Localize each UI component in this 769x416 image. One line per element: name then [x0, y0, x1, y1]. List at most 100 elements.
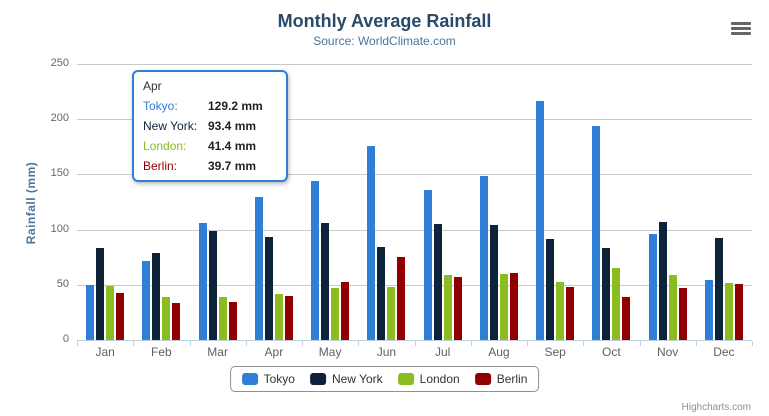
tooltip-rows: Tokyo: 129.2 mm New York: 93.4 mm London: 41.… — [143, 96, 277, 176]
credits-link[interactable]: Highcharts.com — [681, 402, 751, 413]
tooltip-value: 39.7 mm — [208, 159, 257, 173]
y-axis-label: 50 — [56, 277, 69, 290]
bar-london-dec[interactable] — [724, 283, 733, 340]
bar-london-jun[interactable] — [387, 286, 396, 340]
bar-london-feb[interactable] — [162, 297, 171, 340]
legend-marker-london-icon — [397, 373, 414, 385]
bar-new-york-sep[interactable] — [546, 239, 555, 340]
bar-new-york-mar[interactable] — [208, 231, 217, 340]
bar-london-aug[interactable] — [499, 274, 508, 340]
bar-berlin-jul[interactable] — [453, 276, 462, 340]
tooltip-row: Tokyo: 129.2 mm — [143, 96, 277, 116]
x-axis-label: Jan — [95, 345, 115, 359]
x-axis-label: Sep — [544, 345, 566, 359]
bar-london-jan[interactable] — [106, 286, 115, 340]
legend-marker-berlin-icon — [474, 373, 491, 385]
y-axis-label: 0 — [62, 333, 69, 345]
bar-tokyo-feb[interactable] — [142, 261, 151, 340]
bar-london-apr[interactable] — [274, 294, 283, 340]
bar-tokyo-mar[interactable] — [198, 222, 207, 340]
x-axis-label: Nov — [656, 345, 679, 359]
bar-tokyo-aug[interactable] — [479, 176, 488, 340]
bar-berlin-sep[interactable] — [566, 287, 575, 340]
x-axis-label: May — [318, 345, 342, 359]
tooltip-series-label: Berlin: — [143, 159, 178, 173]
bar-new-york-feb[interactable] — [152, 253, 161, 340]
bar-berlin-oct[interactable] — [622, 296, 631, 340]
x-axis-label: Mar — [207, 345, 228, 359]
legend-label-new-york: New York — [331, 372, 383, 386]
y-gridline — [77, 119, 752, 121]
bar-london-mar[interactable] — [218, 296, 227, 340]
x-axis-tick — [639, 341, 641, 346]
x-axis-tick — [527, 341, 528, 346]
bar-new-york-may[interactable] — [321, 222, 330, 340]
x-axis-label: Jun — [376, 345, 397, 359]
bar-new-york-dec[interactable] — [714, 238, 723, 340]
chart-title: Monthly Average Rainfall — [277, 11, 492, 31]
export-menu-button[interactable] — [728, 18, 754, 40]
x-axis-tick — [470, 341, 472, 346]
bar-tokyo-apr[interactable] — [254, 197, 263, 340]
x-axis-tick — [414, 341, 416, 346]
bar-berlin-dec[interactable] — [734, 283, 743, 340]
bar-berlin-jan[interactable] — [116, 293, 125, 340]
x-axis-tick — [245, 341, 247, 346]
legend-label-berlin: Berlin — [496, 372, 528, 386]
tooltip-value: 41.4 mm — [208, 139, 257, 153]
bar-berlin-nov[interactable] — [678, 288, 687, 340]
legend-item-london[interactable]: London — [397, 372, 460, 386]
bar-new-york-nov[interactable] — [658, 222, 667, 340]
tooltip-series-label: London: — [143, 139, 187, 153]
bar-new-york-oct[interactable] — [602, 247, 611, 340]
tooltip-header: Apr — [143, 79, 162, 93]
tooltip-series-label: New York: — [143, 119, 198, 133]
y-axis-label: 100 — [50, 222, 69, 235]
bar-london-jul[interactable] — [443, 274, 452, 340]
bar-new-york-jun[interactable] — [377, 246, 386, 340]
tooltip-value: 93.4 mm — [208, 119, 257, 133]
y-gridline — [77, 174, 752, 176]
bar-tokyo-sep[interactable] — [536, 101, 545, 340]
x-axis-tick — [133, 341, 135, 346]
bar-tokyo-may[interactable] — [311, 181, 320, 340]
y-gridline — [77, 229, 752, 231]
legend-item-berlin[interactable]: Berlin — [474, 372, 528, 386]
x-axis-label: Apr — [264, 345, 284, 359]
tooltip: Apr Tokyo: 129.2 mm New York: 93.4 mm London… — [132, 70, 288, 182]
bar-new-york-jan[interactable] — [96, 247, 105, 340]
bar-london-sep[interactable] — [556, 282, 565, 340]
bar-new-york-aug[interactable] — [489, 224, 498, 340]
legend-item-tokyo[interactable]: Tokyo — [241, 372, 295, 386]
bar-new-york-jul[interactable] — [433, 224, 442, 340]
x-axis-tick — [752, 341, 753, 346]
bar-tokyo-jul[interactable] — [423, 190, 432, 340]
bar-berlin-jun[interactable] — [397, 256, 406, 340]
bar-tokyo-jan[interactable] — [86, 284, 95, 340]
legend-item-new-york[interactable]: New York — [309, 372, 383, 386]
bar-tokyo-jun[interactable] — [367, 145, 376, 340]
bar-new-york-apr[interactable] — [264, 236, 273, 340]
bar-berlin-may[interactable] — [341, 281, 350, 340]
bar-berlin-apr[interactable] — [284, 296, 293, 340]
chart-subtitle: Source: WorldClimate.com — [313, 34, 456, 48]
bar-london-oct[interactable] — [612, 268, 621, 340]
bar-berlin-mar[interactable] — [228, 301, 237, 340]
bar-london-nov[interactable] — [668, 274, 677, 340]
bar-tokyo-dec[interactable] — [704, 279, 713, 340]
y-axis-label: 250 — [50, 57, 69, 69]
legend: Tokyo New York London Berlin — [229, 366, 540, 392]
x-axis-tick — [77, 341, 78, 346]
tooltip-value: 129.2 mm — [208, 99, 263, 113]
bar-berlin-feb[interactable] — [172, 303, 181, 340]
bar-tokyo-oct[interactable] — [592, 125, 601, 340]
bar-berlin-aug[interactable] — [509, 273, 518, 340]
x-axis-tick — [302, 341, 303, 346]
bar-tokyo-nov[interactable] — [648, 234, 657, 340]
bar-london-may[interactable] — [331, 288, 340, 340]
legend-label-london: London — [419, 372, 460, 386]
y-gridline — [77, 64, 752, 65]
y-axis-label: 200 — [50, 112, 69, 125]
x-axis-label: Dec — [713, 345, 735, 359]
